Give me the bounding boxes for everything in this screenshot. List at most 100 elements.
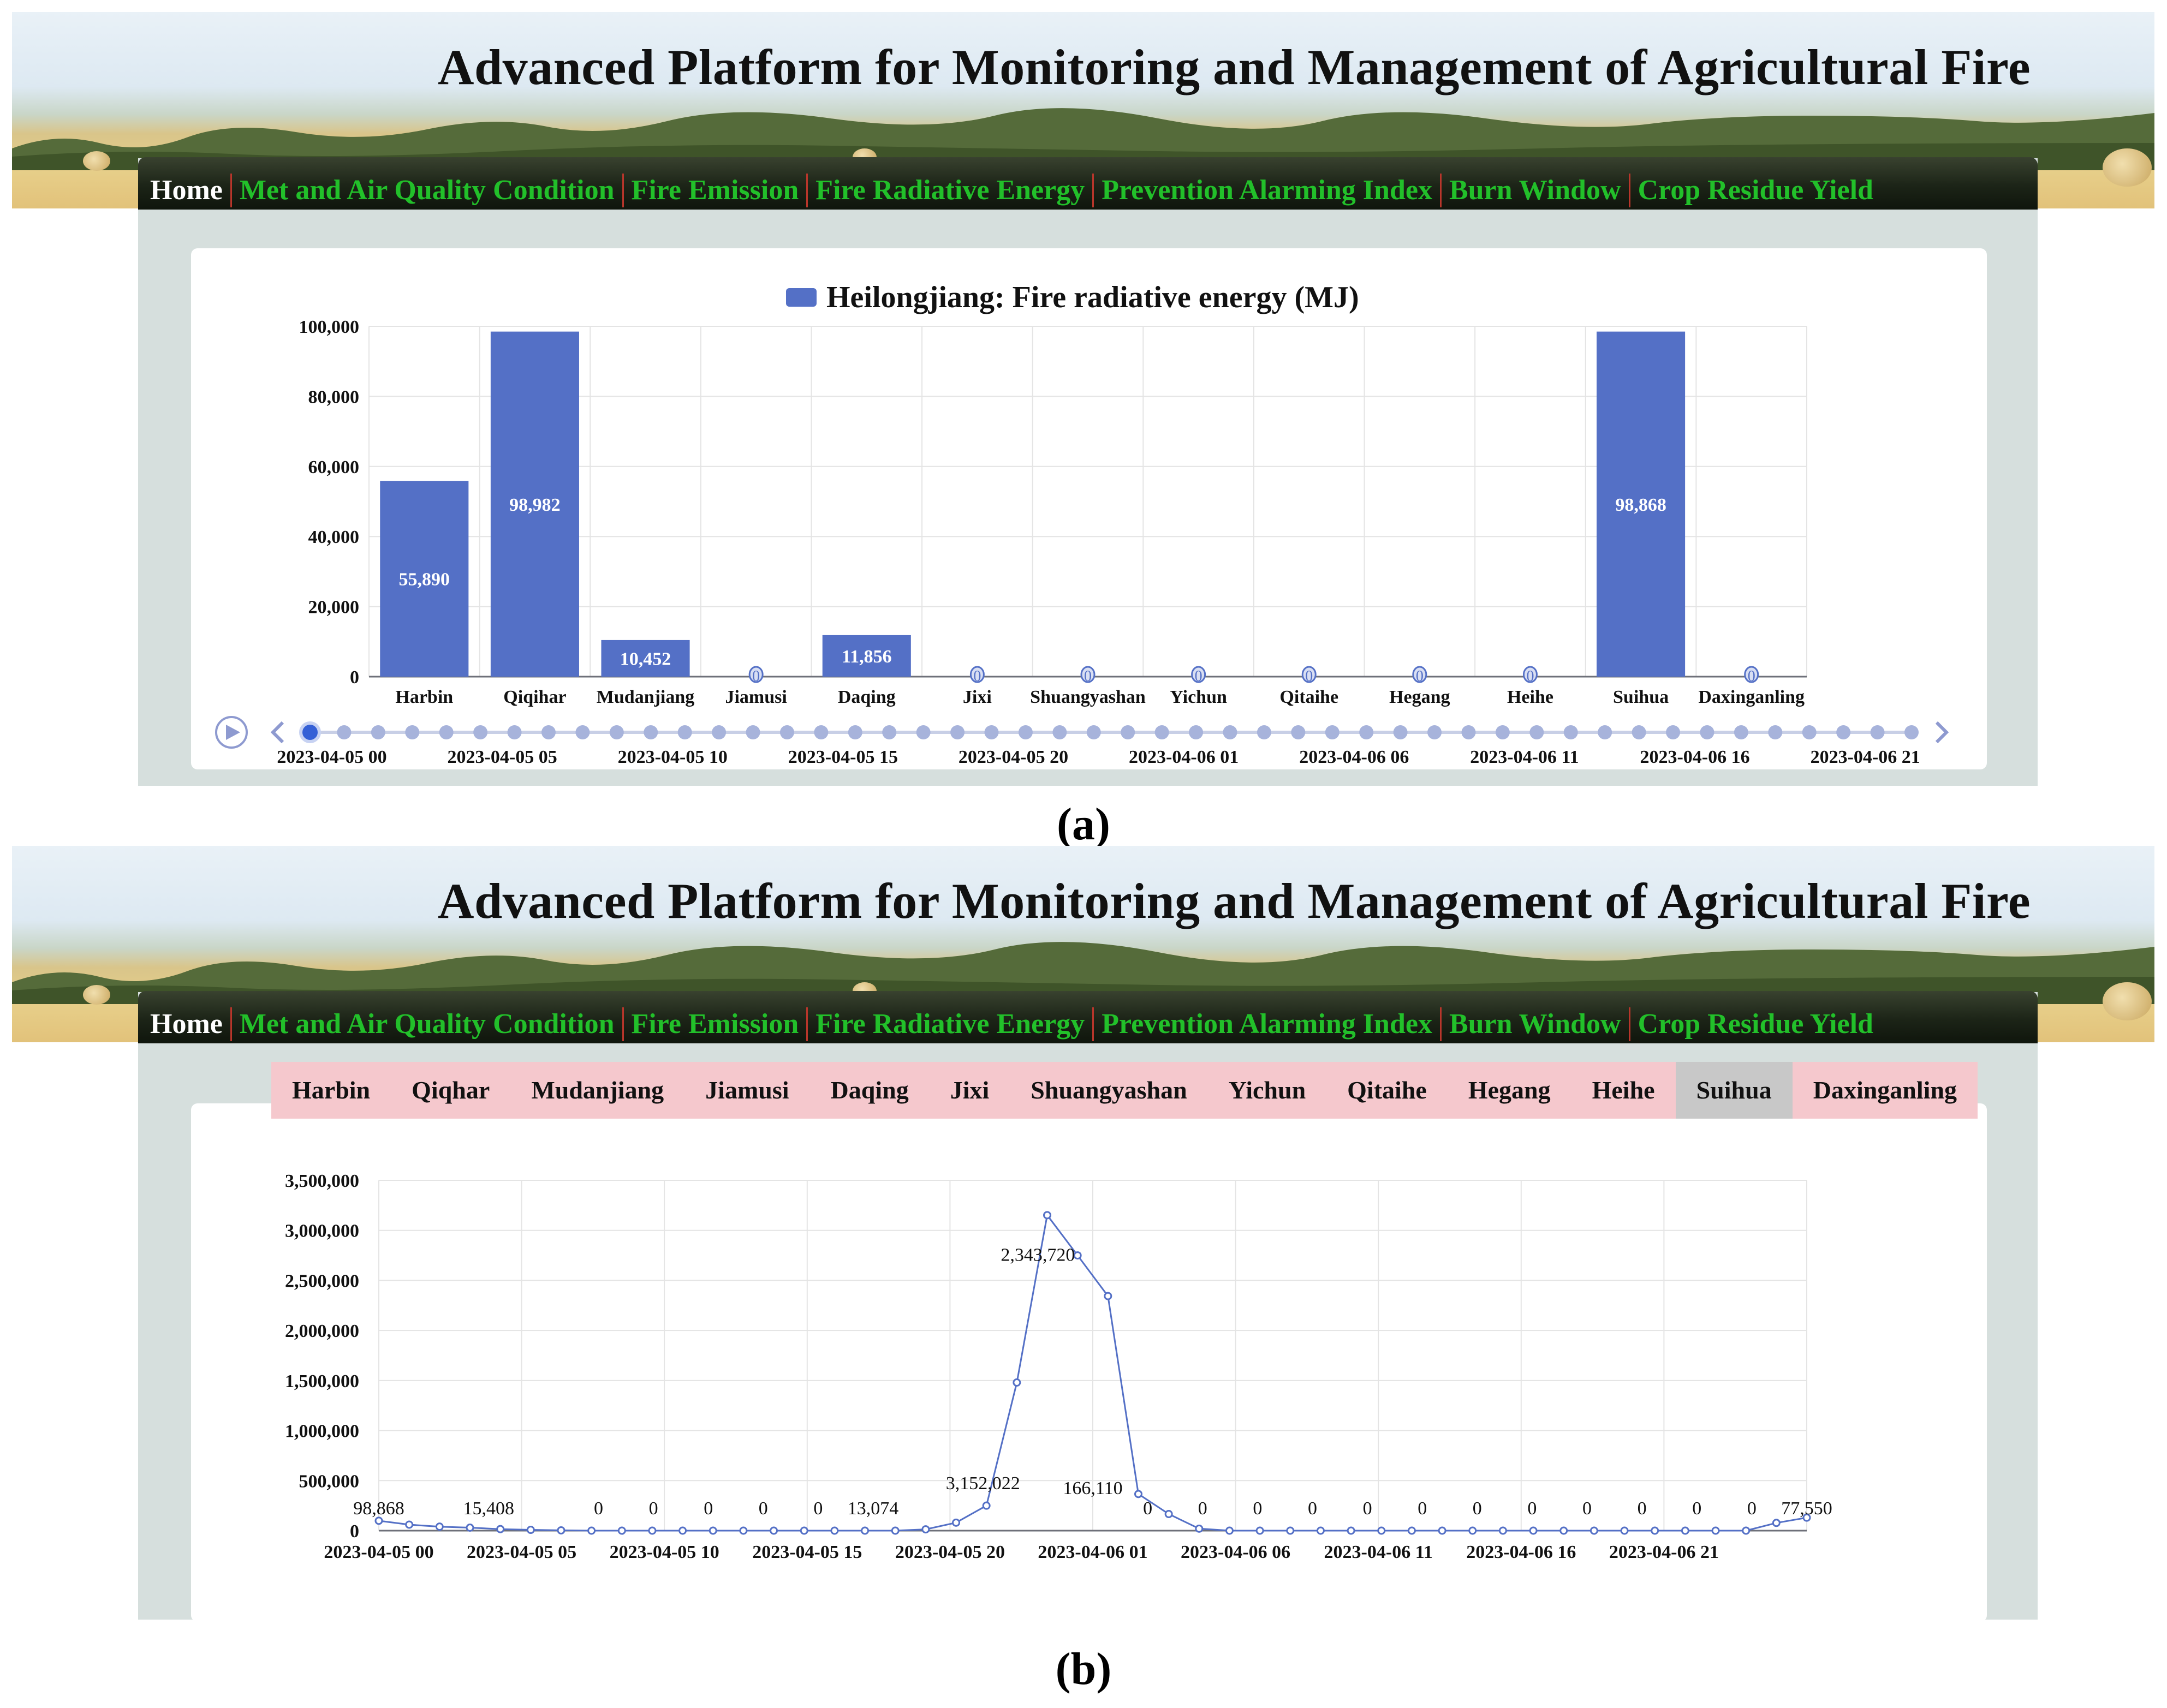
chart-card <box>191 1103 1987 1622</box>
tab-qiqhar[interactable]: Qiqhar <box>412 1076 490 1104</box>
y-tick-label: 0 <box>350 667 359 688</box>
tab-heihe[interactable]: Heihe <box>1592 1076 1655 1104</box>
timeline-dot[interactable] <box>1189 725 1204 739</box>
timeline-dot[interactable] <box>1734 725 1748 739</box>
x-tick-label: Jiamusi <box>725 687 787 707</box>
timeline-dot[interactable] <box>1904 725 1919 739</box>
nav-met-air-quality[interactable]: Met and Air Quality Condition <box>230 1007 622 1041</box>
timeline-dot[interactable] <box>1700 725 1714 739</box>
x-tick-label: Daqing <box>838 687 896 707</box>
timeline-dot[interactable] <box>473 725 488 739</box>
data-point <box>1681 1526 1689 1535</box>
tab-daqing[interactable]: Daqing <box>830 1076 909 1104</box>
tab-daxinganling[interactable]: Daxinganling <box>1813 1076 1957 1104</box>
timeline-dot[interactable] <box>1598 725 1612 739</box>
timeline-dot[interactable] <box>1154 725 1169 739</box>
timeline-dot[interactable] <box>1223 725 1237 739</box>
timeline-dot[interactable] <box>677 725 692 739</box>
timeline-dot[interactable] <box>1427 725 1442 739</box>
timeline-dot[interactable] <box>337 725 352 739</box>
timeline-dot[interactable] <box>1802 725 1817 739</box>
y-tick-label: 2,000,000 <box>285 1321 359 1341</box>
timeline-dot[interactable] <box>984 725 999 739</box>
tab-jiamusi[interactable]: Jiamusi <box>705 1076 789 1104</box>
timeline-dot[interactable] <box>916 725 931 739</box>
x-tick-label: 2023-04-05 20 <box>895 1542 1005 1562</box>
nav-prevention-alarming-index[interactable]: Prevention Alarming Index <box>1092 1007 1440 1041</box>
timeline-label: 2023-04-05 00 <box>277 747 386 767</box>
timeline-dot[interactable] <box>1666 725 1681 739</box>
nav-met-air-quality[interactable]: Met and Air Quality Condition <box>230 174 622 207</box>
nav-crop-residue-yield[interactable]: Crop Residue Yield <box>1628 1007 1881 1041</box>
tab-mudanjiang[interactable]: Mudanjiang <box>531 1076 664 1104</box>
timeline-dot[interactable] <box>1121 725 1135 739</box>
site-title: Advanced Platform for Monitoring and Man… <box>438 39 2031 95</box>
timeline-dot[interactable] <box>439 725 454 739</box>
timeline-dot[interactable] <box>1086 725 1101 739</box>
timeline-dot[interactable] <box>1632 725 1646 739</box>
play-icon[interactable] <box>215 716 248 749</box>
data-point <box>1073 1251 1082 1260</box>
tab-yichun[interactable]: Yichun <box>1228 1076 1306 1104</box>
timeline-dot[interactable] <box>1768 725 1783 739</box>
timeline-dot[interactable] <box>746 725 760 739</box>
hay-bale-image <box>2103 148 2152 187</box>
timeline-dot[interactable] <box>371 725 385 739</box>
timeline-dot[interactable] <box>848 725 862 739</box>
timeline-dot[interactable] <box>882 725 897 739</box>
timeline-dot[interactable] <box>405 725 420 739</box>
nav-home[interactable]: Home <box>150 1008 223 1040</box>
nav-burn-window[interactable]: Burn Window <box>1439 174 1629 207</box>
chevron-right-icon[interactable] <box>1935 721 1949 744</box>
nav-crop-residue-yield[interactable]: Crop Residue Yield <box>1628 174 1881 207</box>
timeline-dot[interactable] <box>1461 725 1476 739</box>
timeline-dot[interactable] <box>1052 725 1067 739</box>
timeline-dot[interactable] <box>1291 725 1306 739</box>
data-point <box>1013 1378 1021 1387</box>
y-tick-label: 40,000 <box>308 527 360 547</box>
timeline-dot[interactable] <box>1359 725 1374 739</box>
timeline-dot[interactable] <box>1325 725 1340 739</box>
timeline-dot[interactable] <box>712 725 727 739</box>
tab-jixi[interactable]: Jixi <box>950 1076 990 1104</box>
timeline-dot[interactable] <box>609 725 624 739</box>
nav-fire-emission[interactable]: Fire Emission <box>622 174 807 207</box>
chevron-left-icon[interactable] <box>270 721 284 744</box>
data-point <box>466 1523 474 1532</box>
nav-prevention-alarming-index[interactable]: Prevention Alarming Index <box>1092 174 1440 207</box>
timeline-dot[interactable] <box>814 725 829 739</box>
data-label: 0 <box>1253 1498 1262 1519</box>
timeline-dot[interactable] <box>1393 725 1408 739</box>
timeline-dot[interactable] <box>1836 725 1851 739</box>
timeline-dot[interactable] <box>779 725 794 739</box>
tab-suihua[interactable]: Suihua <box>1675 1062 1793 1119</box>
nav-burn-window[interactable]: Burn Window <box>1439 1007 1629 1041</box>
bar-chart: 0 20,000 40,000 60,000 80,000 100,000 55,890 Ha… <box>299 317 1807 707</box>
chart-legend[interactable]: Heilongjiang: Fire radiative energy (MJ) <box>786 280 1359 314</box>
timeline-dot-selected[interactable] <box>299 721 321 743</box>
timeline-dot[interactable] <box>575 725 590 739</box>
tab-qitaihe[interactable]: Qitaihe <box>1347 1076 1427 1104</box>
timeline-dot[interactable] <box>1495 725 1510 739</box>
timeline-dot[interactable] <box>541 725 556 739</box>
timeline-dot[interactable] <box>644 725 658 739</box>
timeline-dot[interactable] <box>950 725 965 739</box>
tab-hegang[interactable]: Hegang <box>1468 1076 1551 1104</box>
zero-bar-marker <box>1301 666 1317 683</box>
tab-shuangyashan[interactable]: Shuangyashan <box>1031 1076 1187 1104</box>
timeline-dot[interactable] <box>1529 725 1544 739</box>
nav-fire-emission[interactable]: Fire Emission <box>622 1007 807 1041</box>
timeline-dot[interactable] <box>1257 725 1271 739</box>
timeline-control: 2023-04-05 00 2023-04-05 05 2023-04-05 10 2… <box>215 716 1949 767</box>
nav-home[interactable]: Home <box>150 175 223 206</box>
tab-harbin[interactable]: Harbin <box>292 1076 371 1104</box>
nav-list: Home Met and Air Quality Condition Fire … <box>147 174 1881 207</box>
timeline-dot[interactable] <box>1870 725 1885 739</box>
nav-fire-radiative-energy[interactable]: Fire Radiative Energy <box>806 174 1092 207</box>
data-label: 0 <box>1363 1498 1372 1519</box>
y-tick-label: 1,000,000 <box>285 1422 359 1442</box>
timeline-dot[interactable] <box>1563 725 1578 739</box>
nav-fire-radiative-energy[interactable]: Fire Radiative Energy <box>806 1007 1092 1041</box>
timeline-dot[interactable] <box>1018 725 1033 739</box>
timeline-dot[interactable] <box>507 725 522 739</box>
